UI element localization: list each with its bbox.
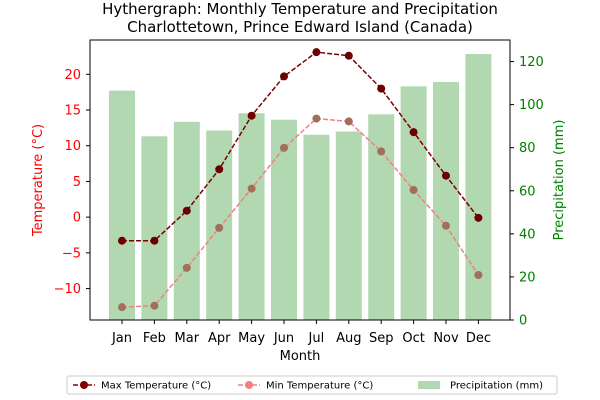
- max-temperature-point-apr: [215, 165, 224, 174]
- x-axis-label: Month: [280, 349, 321, 364]
- x-tick-label: May: [238, 331, 265, 346]
- min-temperature-point-dec: [474, 271, 483, 279]
- x-tick-label: Apr: [208, 331, 231, 346]
- max-temperature-point-jan: [118, 236, 126, 245]
- plot-frame: [89, 39, 511, 321]
- legend-min-marker: [245, 381, 253, 389]
- precipitation-bar-may: [238, 113, 265, 320]
- precipitation-bar-feb: [141, 136, 168, 320]
- left-axis-label: Temperature (°C): [31, 124, 46, 237]
- max-temperature-line: [122, 51, 479, 242]
- left-tick-label: −5: [62, 246, 81, 261]
- max-temperature-point-sep: [377, 84, 386, 93]
- min-temperature-point-jul: [312, 114, 321, 123]
- right-axis-ticks: 0 20 40 60 80 100 120: [510, 55, 544, 329]
- min-temperature-point-feb: [150, 301, 159, 310]
- min-temperature-point-aug: [344, 117, 353, 126]
- precipitation-bar-jul: [303, 134, 330, 320]
- precipitation-bar-nov: [433, 82, 459, 320]
- right-axis-label: Precipitation (mm): [552, 120, 567, 241]
- legend-box: [66, 375, 558, 395]
- min-temperature-series: [118, 114, 483, 312]
- legend-precip-label: Precipitation (mm): [450, 381, 543, 392]
- min-temperature-line: [121, 117, 480, 308]
- legend-precip-swatch: [418, 381, 440, 389]
- left-tick-label: 0: [73, 211, 81, 226]
- x-tick-label: Mar: [175, 331, 200, 346]
- max-temperature-series: [118, 48, 483, 245]
- chart-subtitle: Charlottetown, Prince Edward Island (Can…: [127, 18, 473, 36]
- right-tick-label: 120: [519, 55, 544, 70]
- precipitation-bar-aug: [335, 131, 362, 320]
- right-tick-label: 40: [519, 227, 536, 242]
- x-tick-label: Sep: [369, 331, 394, 346]
- x-tick-label: Jun: [273, 331, 294, 346]
- left-tick-label: 20: [64, 68, 81, 83]
- max-temperature-point-mar: [182, 206, 191, 215]
- x-tick-label: Jan: [111, 331, 132, 346]
- legend-max-marker: [80, 381, 88, 389]
- legend-min-label: Min Temperature (°C): [266, 381, 373, 392]
- right-tick-label: 60: [519, 184, 536, 199]
- precipitation-bar-dec: [465, 54, 492, 320]
- x-tick-label: Aug: [336, 331, 361, 346]
- min-temperature-point-may: [247, 184, 256, 193]
- min-temperature-point-jan: [118, 303, 126, 312]
- left-tick-label: 10: [64, 139, 81, 154]
- left-tick-label: 5: [73, 175, 81, 190]
- right-tick-label: 20: [519, 270, 536, 285]
- left-tick-label: 15: [64, 104, 81, 119]
- right-tick-label: 80: [519, 141, 536, 156]
- max-temperature-point-dec: [474, 213, 483, 222]
- precipitation-bar-mar: [173, 121, 200, 320]
- legend: Max Temperature (°C) Min Temperature (°C…: [66, 375, 558, 395]
- max-temperature-point-jul: [312, 48, 321, 57]
- min-temperature-point-mar: [182, 263, 191, 272]
- x-tick-label: Nov: [433, 331, 459, 346]
- max-temperature-point-aug: [344, 51, 353, 60]
- left-tick-label: −10: [54, 282, 81, 297]
- precipitation-bar-jan: [109, 90, 135, 320]
- precipitation-bar-sep: [368, 114, 395, 320]
- min-temperature-point-jun: [280, 143, 288, 152]
- legend-max-label: Max Temperature (°C): [101, 381, 211, 392]
- max-temperature-point-feb: [150, 236, 159, 245]
- max-temperature-point-oct: [409, 128, 418, 137]
- min-temperature-point-oct: [409, 186, 418, 194]
- min-temperature-point-sep: [377, 147, 386, 156]
- precipitation-bar-oct: [400, 86, 427, 320]
- right-tick-label: 0: [519, 314, 527, 329]
- x-tick-label: Jul: [308, 331, 325, 346]
- max-temperature-point-nov: [442, 171, 450, 180]
- x-tick-label: Oct: [402, 331, 424, 346]
- precipitation-bar-jun: [271, 119, 297, 320]
- right-tick-label: 100: [519, 98, 544, 113]
- min-temperature-point-apr: [215, 223, 224, 232]
- x-tick-label: Dec: [466, 331, 491, 346]
- min-temperature-point-nov: [442, 221, 450, 230]
- max-temperature-point-may: [247, 111, 256, 120]
- chart-title: Hythergraph: Monthly Temperature and Pre…: [102, 0, 498, 18]
- precipitation-bars: [109, 54, 492, 320]
- x-tick-label: Feb: [143, 331, 166, 346]
- x-axis-ticks: Jan Feb Mar Apr May Jun Jul Aug Sep Oct Nov Dec: [111, 320, 491, 346]
- max-temperature-point-jun: [280, 72, 288, 81]
- left-axis-ticks: −10 −5 0 5 10 15 20: [54, 68, 90, 297]
